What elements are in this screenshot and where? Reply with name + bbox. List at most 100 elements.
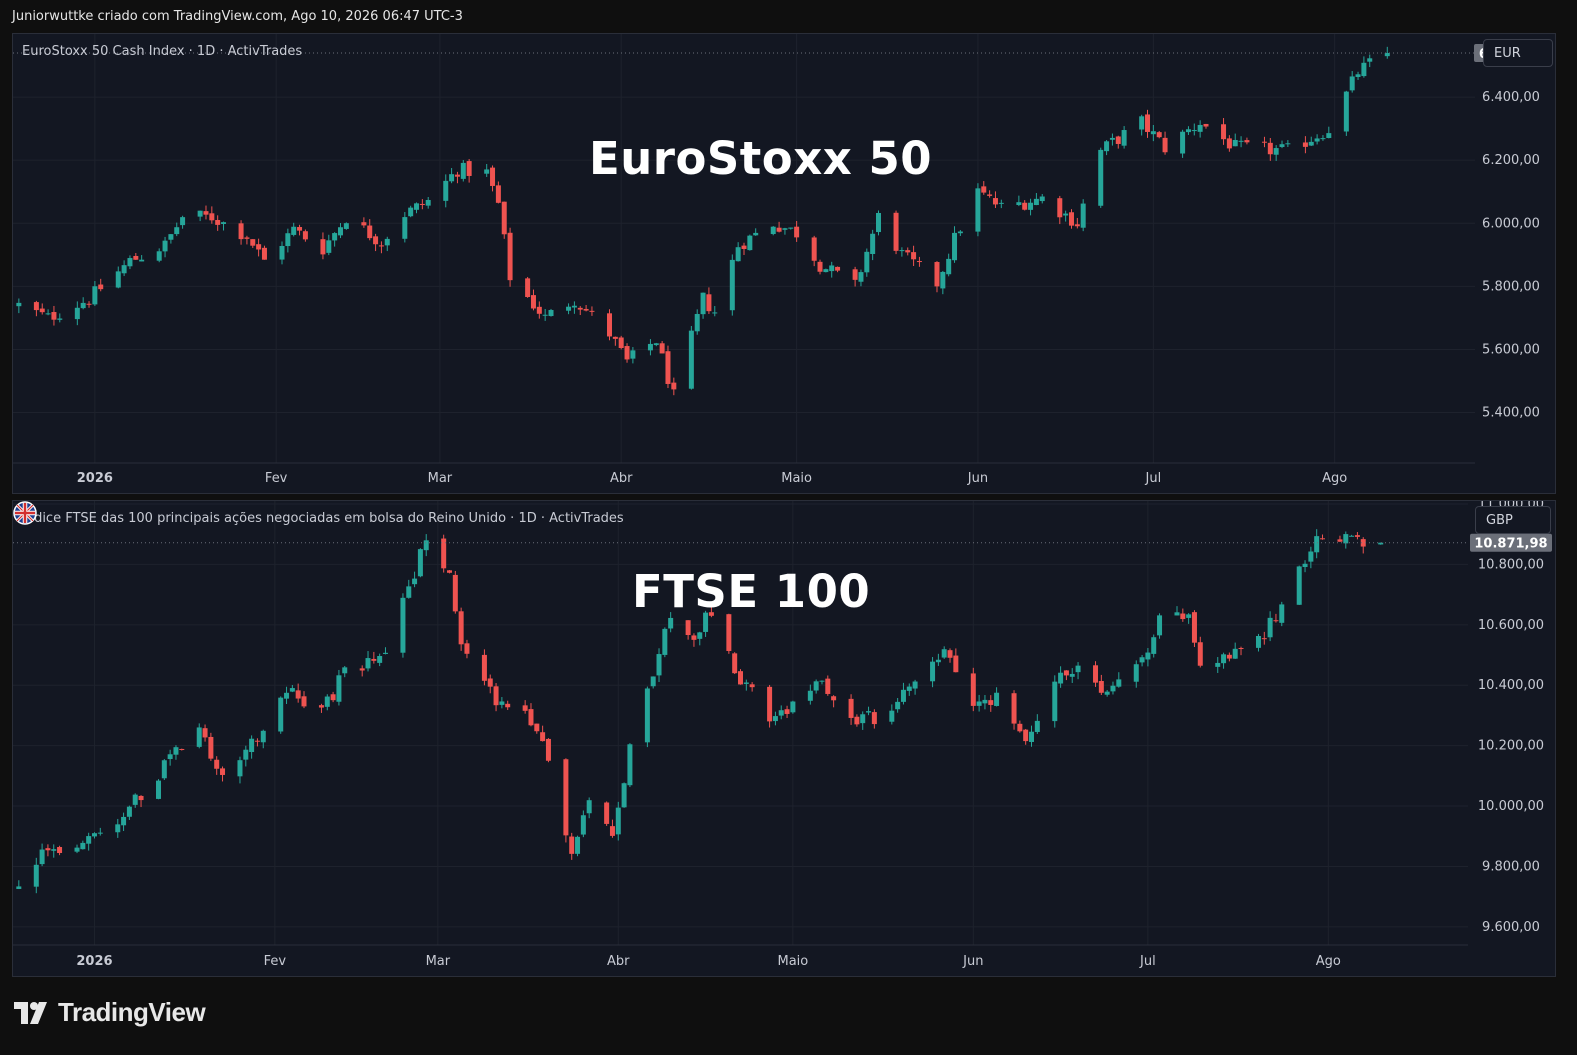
candle-body [51, 312, 56, 320]
candle-body [1337, 539, 1342, 541]
candle-body [250, 239, 255, 246]
candle [402, 212, 407, 242]
currency-button[interactable]: EUR [1483, 39, 1553, 67]
candle-body [122, 265, 127, 273]
candle [1203, 124, 1208, 129]
candle [569, 833, 574, 860]
candle [913, 680, 918, 695]
candle [794, 221, 799, 242]
candle-body [303, 231, 308, 239]
candle-body [424, 540, 429, 550]
candle [377, 654, 382, 666]
candle [367, 219, 372, 240]
y-tick-label: 10.400,00 [1478, 678, 1544, 693]
candle [736, 242, 741, 261]
candle-body [408, 208, 413, 217]
candle [934, 261, 939, 292]
candle-body [849, 699, 854, 718]
candle [215, 215, 220, 231]
candle [127, 806, 132, 820]
candle [894, 211, 899, 255]
candle [525, 277, 530, 298]
candle [1198, 120, 1203, 137]
candle [1326, 127, 1331, 139]
eurostoxx-chart[interactable]: 5.400,00 5.600,00 5.800,00 6.000,00 6.200,00… [13, 34, 1556, 494]
candle-body [331, 694, 336, 700]
uk-flag-icon[interactable] [13, 501, 37, 525]
candle-body [812, 237, 817, 260]
x-tick-label: 2026 [76, 954, 112, 969]
candle [747, 235, 752, 251]
candle-body [790, 702, 795, 713]
candle-body [831, 696, 836, 700]
candle-body [1016, 202, 1021, 205]
candle-body [377, 656, 382, 663]
currency-button[interactable]: GBP [1475, 506, 1551, 534]
candle [80, 841, 85, 850]
candle-body [420, 204, 425, 205]
candle [490, 165, 495, 191]
candle-body [738, 671, 743, 684]
candle-body [426, 200, 431, 206]
candle-body [121, 817, 126, 825]
x-tick-label: Maio [778, 954, 809, 969]
candle-body [953, 656, 958, 673]
candle [92, 281, 97, 306]
candle-body [701, 293, 706, 314]
candle-body [785, 709, 790, 714]
candle-body [482, 655, 487, 681]
candle-body [371, 659, 376, 661]
candle-body [291, 227, 296, 235]
candle-body [946, 259, 951, 274]
candle-body [808, 691, 813, 701]
candle [198, 211, 203, 221]
candle-body [823, 269, 828, 272]
candle-body [531, 295, 536, 308]
candle [46, 309, 51, 315]
candle-body [1256, 636, 1261, 648]
candle [1279, 602, 1284, 626]
candle [86, 833, 91, 851]
candle [98, 828, 103, 836]
candle [994, 687, 999, 706]
candle-body [1180, 132, 1185, 154]
candle [1227, 653, 1232, 662]
candle-body [1303, 564, 1308, 567]
candle [371, 652, 376, 664]
x-tick-label: Maio [781, 471, 812, 486]
candle [499, 697, 504, 708]
candles [16, 47, 1389, 395]
candle-body [320, 239, 325, 254]
candle [139, 795, 144, 807]
candle-body [86, 836, 91, 844]
candle [742, 243, 747, 255]
candle [92, 832, 97, 838]
candle [788, 228, 793, 230]
candle-body [1151, 131, 1156, 134]
candle [849, 694, 854, 725]
candle [291, 223, 296, 237]
candle [1140, 655, 1145, 666]
candle [581, 810, 586, 837]
candle [1139, 115, 1144, 136]
eurostoxx-chart-pane[interactable]: 5.400,00 5.600,00 5.800,00 6.000,00 6.200,00… [12, 33, 1556, 494]
candle [1058, 666, 1063, 688]
candle-body [1215, 663, 1220, 667]
candle [449, 168, 454, 183]
candle [812, 236, 817, 266]
candle-body [1175, 612, 1180, 615]
candle-body [1145, 114, 1150, 132]
candle-body [1268, 143, 1273, 154]
candle [331, 692, 336, 702]
candle-body [116, 271, 121, 287]
ftse-chart-pane[interactable]: 9.600,00 9.800,00 10.000,00 10.200,00 10.400… [12, 500, 1556, 977]
candle-body [1116, 679, 1121, 686]
candle [197, 723, 202, 748]
candle-body [98, 833, 103, 834]
candle-body [706, 294, 711, 311]
candle-body [366, 658, 371, 668]
candle [1029, 726, 1034, 747]
candle-body [1052, 682, 1057, 721]
candle [1192, 124, 1197, 136]
tradingview-logo[interactable]: TradingView [14, 997, 205, 1028]
